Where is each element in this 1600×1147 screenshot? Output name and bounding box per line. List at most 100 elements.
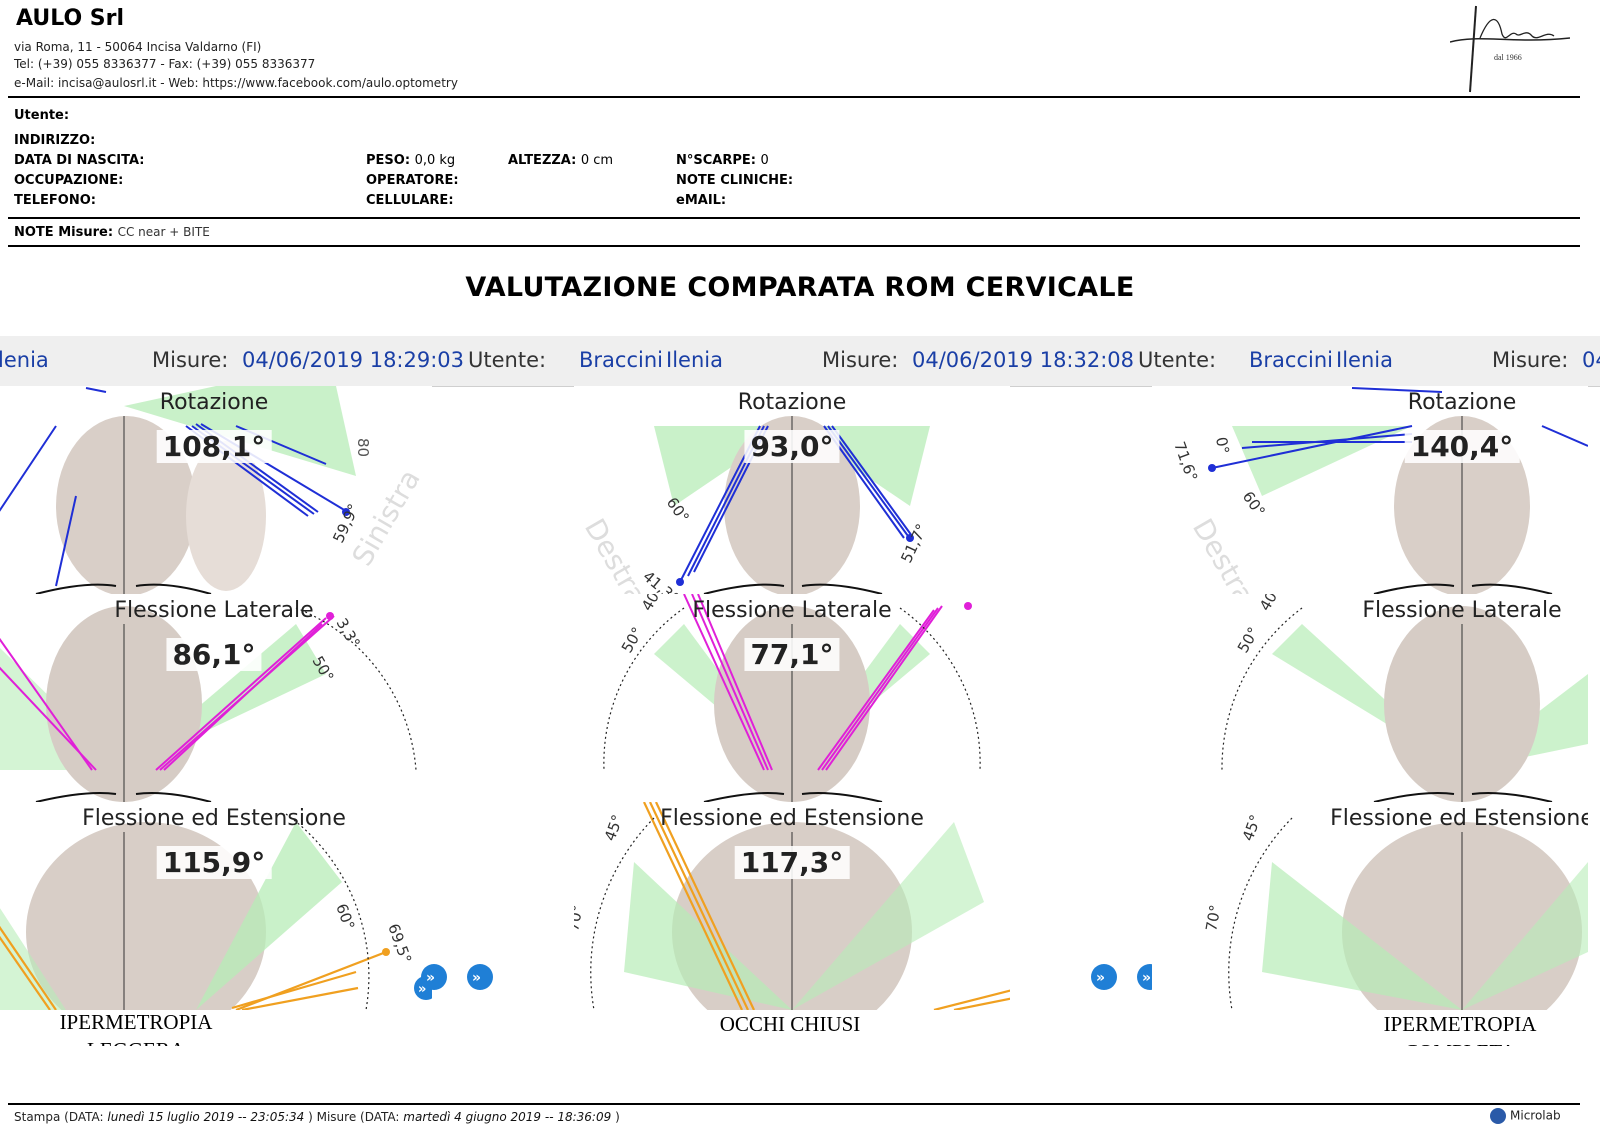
note-misure-value: CC near + BITE bbox=[117, 225, 210, 239]
measurement-header: lenia Misure: 04/06/2019 18:29:03 Utente… bbox=[0, 336, 1600, 387]
lateral-title: Flessione Laterale bbox=[1362, 598, 1562, 623]
company-logo: dal 1966 bbox=[1450, 5, 1570, 93]
peso-field: PESO: 0,0 kg bbox=[366, 153, 455, 168]
flexext-cell: 45° 70° 75 Flessione ed Estensione 117,3… bbox=[574, 802, 1010, 1010]
flexext-cell: 45° 70° Flessione ed Estensione bbox=[1152, 802, 1588, 1010]
flexext-angle: 117,3° bbox=[734, 846, 850, 879]
utente-label: Utente: bbox=[14, 108, 70, 123]
rotation-angle: 108,1° bbox=[156, 430, 272, 463]
header-divider bbox=[8, 96, 1580, 98]
header-utente-label: Utente: bbox=[468, 348, 547, 372]
measurement-panel-3: 71,6° 0° 60° Destra Rotazione 140,4° 50°… bbox=[1152, 386, 1588, 1010]
flexext-title: Flessione ed Estensione bbox=[1330, 806, 1588, 831]
altezza-label: ALTEZZA: bbox=[508, 153, 577, 168]
rotation-title: Rotazione bbox=[737, 390, 847, 415]
flexext-title: Flessione ed Estensione bbox=[82, 806, 346, 831]
header-firstname-2: Ilenia bbox=[1336, 348, 1393, 372]
header-surname: Braccini bbox=[579, 348, 663, 372]
scale-tick-50: 50° bbox=[618, 624, 647, 656]
caption-2-line-1: OCCHI CHIUSI bbox=[719, 1012, 861, 1036]
flex-right-mark: 69,5° bbox=[384, 921, 415, 966]
altezza-value: 0 cm bbox=[580, 153, 614, 168]
header-date-1: 04/06/2019 18:29:03 bbox=[242, 348, 465, 372]
misure-date-label: ) Misure (DATA: bbox=[308, 1110, 400, 1124]
rotation-cell: 60° 41,3° 51,7° Destra Rotazione 93,0° bbox=[574, 386, 1010, 594]
flexext-angle: 115,9° bbox=[156, 846, 272, 879]
company-name: AULO Srl bbox=[16, 6, 125, 31]
altezza-field: ALTEZZA: 0 cm bbox=[508, 153, 613, 168]
lateral-cell: 50° 3,3° Flessione Laterale 86,1° bbox=[0, 594, 432, 802]
scarpe-label: N°SCARPE: bbox=[676, 153, 756, 168]
header-misure-label-1: Misure: bbox=[152, 348, 229, 372]
lateral-angle: 86,1° bbox=[166, 638, 262, 671]
patient-divider bbox=[8, 217, 1580, 219]
occupazione-label: OCCUPAZIONE: bbox=[14, 173, 124, 188]
company-contacts: e-Mail: incisa@aulosrl.it - Web: https:/… bbox=[14, 76, 458, 90]
scarpe-field: N°SCARPE: 0 bbox=[676, 153, 769, 168]
rotation-angle: 140,4° bbox=[1404, 430, 1520, 463]
header-utente-label-2: Utente: bbox=[1138, 348, 1217, 372]
lateral-title: Flessione Laterale bbox=[692, 598, 892, 623]
header-date-2: 04/06/2019 18:32:08 bbox=[912, 348, 1135, 372]
scale-tick-70: 70° bbox=[574, 903, 587, 932]
indirizzo-label: INDIRIZZO: bbox=[14, 133, 96, 148]
rotation-title: Rotazione bbox=[1407, 390, 1517, 415]
header-misure-label-2: Misure: bbox=[822, 348, 899, 372]
company-address: via Roma, 11 - 50064 Incisa Valdarno (FI… bbox=[14, 40, 262, 54]
note-misure: NOTE Misure: CC near + BITE bbox=[14, 225, 210, 240]
microlab-label: Microlab bbox=[1510, 1108, 1561, 1123]
header-date-fragment: 04 bbox=[1582, 348, 1600, 372]
microlab-icon bbox=[1490, 1108, 1506, 1124]
measurement-strip: lenia Misure: 04/06/2019 18:29:03 Utente… bbox=[0, 336, 1600, 1046]
svg-text:»: » bbox=[1096, 970, 1105, 986]
lateral-cell: 50° 40 Flessione Laterale bbox=[1152, 594, 1588, 802]
header-name-fragment: lenia bbox=[0, 348, 49, 372]
peso-label: PESO: bbox=[366, 153, 411, 168]
caption-3-line-2: COMPLETA bbox=[1360, 1038, 1560, 1046]
next-button-a[interactable] bbox=[421, 964, 447, 990]
company-phone: Tel: (+39) 055 8336377 - Fax: (+39) 055 … bbox=[14, 57, 316, 71]
stampa-value: lunedì 15 luglio 2019 -- 23:05:34 bbox=[107, 1110, 305, 1124]
header-surname-2: Braccini bbox=[1249, 348, 1333, 372]
microlab-brand: Microlab bbox=[1490, 1108, 1561, 1124]
footer-close: ) bbox=[615, 1110, 620, 1124]
header-firstname: Ilenia bbox=[666, 348, 723, 372]
svg-text:»: » bbox=[418, 982, 426, 997]
scale-tick-70: 70° bbox=[1202, 903, 1224, 932]
next-button-b[interactable] bbox=[467, 964, 493, 990]
rot-left-mark: 71,6° bbox=[1170, 439, 1201, 484]
rotation-angle: 93,0° bbox=[744, 430, 840, 463]
operatore-label: OPERATORE: bbox=[366, 173, 459, 188]
measurement-panel-2: 60° 41,3° 51,7° Destra Rotazione 93,0° bbox=[574, 386, 1010, 1010]
rotation-title: Rotazione bbox=[159, 390, 269, 415]
rotation-cell: 71,6° 0° 60° Destra Rotazione 140,4° bbox=[1152, 386, 1588, 594]
caption-panel-2: OCCHI CHIUSI bbox=[690, 1010, 890, 1038]
footer-divider bbox=[8, 1103, 1580, 1105]
caption-panel-3: IPERMETROPIA COMPLETA bbox=[1360, 1010, 1560, 1046]
flexext-title: Flessione ed Estensione bbox=[660, 806, 924, 831]
rotation-cell: 80 59,9° Sinistra Rotazione 108,1° bbox=[0, 386, 432, 594]
telefono-label: TELEFONO: bbox=[14, 193, 96, 208]
note-cliniche-label: NOTE CLINICHE: bbox=[676, 173, 794, 188]
caption-1-line-1: IPERMETROPIA bbox=[59, 1010, 213, 1034]
svg-text:»: » bbox=[472, 970, 481, 986]
svg-text:»: » bbox=[426, 970, 435, 986]
lateral-angle: 77,1° bbox=[744, 638, 840, 671]
scale-tick-80: 80 bbox=[354, 438, 372, 457]
cellulare-label: CELLULARE: bbox=[366, 193, 454, 208]
scale-tick-60: 60° bbox=[663, 494, 693, 526]
next-button-c[interactable] bbox=[1091, 964, 1117, 990]
stampa-label: Stampa (DATA: bbox=[14, 1110, 104, 1124]
page-title: VALUTAZIONE COMPARATA ROM CERVICALE bbox=[465, 272, 1135, 303]
nascita-label: DATA DI NASCITA: bbox=[14, 153, 145, 168]
side-word-destra: Destra bbox=[1186, 513, 1261, 594]
svg-text:»: » bbox=[1142, 970, 1151, 986]
scale-tick-50: 50° bbox=[1234, 624, 1263, 656]
side-word-destra: Destra bbox=[578, 513, 653, 594]
flexext-cell: 60° 69,5° » Flessione ed Estensione 115,… bbox=[0, 802, 432, 1010]
scale-tick-60: 60° bbox=[332, 901, 358, 932]
measurement-panel-1: 80 59,9° Sinistra Rotazione 108,1° bbox=[0, 386, 432, 1010]
peso-value: 0,0 kg bbox=[414, 153, 456, 168]
header-misure-label-3: Misure: bbox=[1492, 348, 1569, 372]
lateral-cell: 50° 40 Flessione Laterale 77,1° bbox=[574, 594, 1010, 802]
